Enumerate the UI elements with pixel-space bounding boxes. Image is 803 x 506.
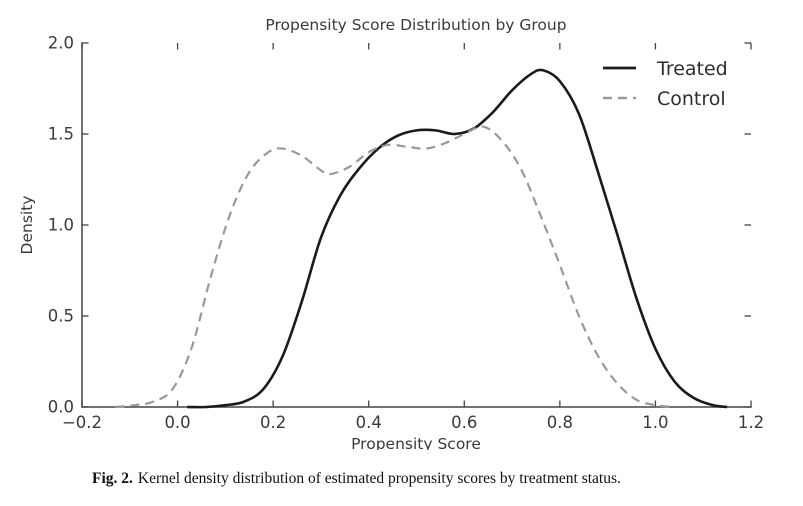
chart-title: Propensity Score Distribution by Group: [265, 16, 566, 34]
axis-spine: [81, 42, 752, 408]
x-tick-label: 0.4: [356, 413, 382, 432]
x-tick-label: 0.6: [451, 413, 477, 432]
y-tick-label: 1.5: [48, 125, 74, 144]
x-tick-label: 1.2: [738, 413, 764, 432]
chart-legend: Treated Control: [603, 58, 728, 110]
y-tick-label: 0.5: [48, 307, 74, 326]
x-tick-label: 1.0: [642, 413, 668, 432]
x-tick-label: 0.8: [547, 413, 573, 432]
density-curves: [115, 68, 728, 409]
legend-label-control: Control: [657, 88, 726, 110]
axis-spines: [81, 42, 752, 408]
x-axis-title: Propensity Score: [351, 435, 481, 450]
x-tick-label: −0.2: [62, 413, 102, 432]
y-tick-label: 2.0: [48, 34, 74, 53]
legend-label-treated: Treated: [656, 58, 728, 80]
y-tick-label: 1.0: [48, 216, 74, 235]
caption-label: Fig. 2.: [92, 470, 133, 487]
curve-treated: [187, 68, 728, 409]
y-axis-title: Density: [18, 196, 36, 255]
y-tick-label: 0.0: [48, 398, 74, 417]
caption-text: Kernel density distribution of estimated…: [137, 470, 621, 487]
axis-ticks: [81, 42, 752, 408]
figure-caption: Fig. 2. Kernel density distribution of es…: [92, 470, 732, 489]
x-tick-label: 0.2: [260, 413, 286, 432]
density-chart: Propensity Score Distribution by Group −…: [18, 16, 764, 450]
curve-control: [115, 125, 675, 409]
tick-labels: −0.2 0.0 0.2 0.4 0.6 0.8 1.0 1.20.00.51.01.52.0: [48, 34, 764, 433]
x-tick-label: 0.0: [164, 413, 190, 432]
